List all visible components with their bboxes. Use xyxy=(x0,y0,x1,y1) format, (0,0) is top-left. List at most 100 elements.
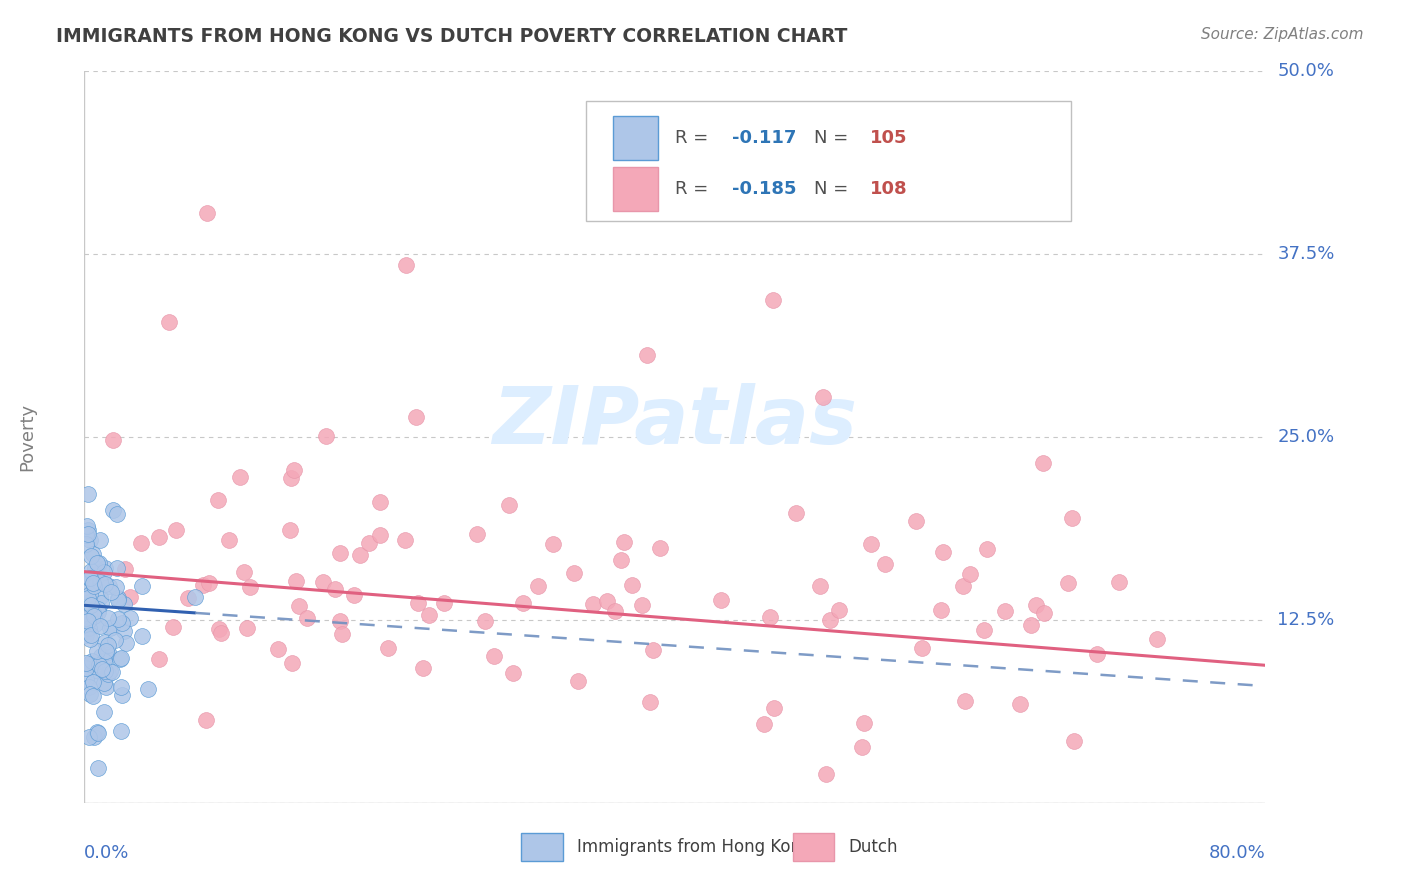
Point xyxy=(502,666,524,681)
Point xyxy=(621,577,644,591)
Point xyxy=(75,537,97,551)
Text: -0.185: -0.185 xyxy=(731,180,796,198)
Text: 12.5%: 12.5% xyxy=(1277,611,1334,629)
Point xyxy=(197,575,219,590)
Point xyxy=(762,701,785,715)
Point xyxy=(89,619,111,633)
Point xyxy=(93,705,115,719)
Text: Source: ZipAtlas.com: Source: ZipAtlas.com xyxy=(1201,27,1364,42)
Point xyxy=(1146,632,1168,646)
Point xyxy=(280,471,302,485)
Point xyxy=(110,680,132,694)
Point xyxy=(875,558,897,572)
Point xyxy=(79,687,101,701)
Point xyxy=(813,390,835,404)
Point xyxy=(107,591,129,605)
Point xyxy=(79,571,101,585)
Point xyxy=(284,574,307,588)
Point xyxy=(512,597,534,611)
Point xyxy=(229,470,252,484)
Point xyxy=(79,571,101,585)
Point xyxy=(157,314,180,328)
FancyBboxPatch shape xyxy=(793,833,834,861)
Point xyxy=(100,584,122,599)
Point xyxy=(79,597,101,611)
Point xyxy=(76,519,98,533)
Point xyxy=(79,632,101,646)
Point xyxy=(93,561,115,575)
Point xyxy=(759,609,782,624)
Point xyxy=(859,537,882,551)
Point xyxy=(1032,456,1054,470)
Point xyxy=(785,506,807,520)
Point xyxy=(239,580,262,594)
Point xyxy=(394,533,416,547)
Point xyxy=(562,566,585,580)
Point xyxy=(288,599,311,614)
Point xyxy=(77,731,100,745)
Point xyxy=(312,574,335,589)
Point xyxy=(853,716,876,731)
Point xyxy=(118,610,141,624)
Point xyxy=(80,549,103,564)
Text: -0.117: -0.117 xyxy=(731,129,796,147)
Point xyxy=(84,669,107,683)
Point xyxy=(808,579,831,593)
Point xyxy=(82,547,104,561)
Point xyxy=(582,597,605,611)
Point xyxy=(87,658,110,673)
Point xyxy=(1057,576,1080,591)
Text: 25.0%: 25.0% xyxy=(1277,428,1334,446)
Point xyxy=(94,680,117,694)
Point xyxy=(79,587,101,601)
Point xyxy=(93,566,115,580)
Point xyxy=(605,604,627,618)
Point xyxy=(131,579,153,593)
Point xyxy=(267,642,290,657)
Point xyxy=(177,591,200,605)
Point xyxy=(104,580,127,594)
Point xyxy=(76,527,98,541)
Point xyxy=(465,526,488,541)
Point xyxy=(377,641,399,656)
Point xyxy=(82,674,104,689)
Point xyxy=(643,643,665,657)
Point xyxy=(77,486,100,500)
Point xyxy=(1032,606,1054,620)
Point xyxy=(474,614,496,628)
Point xyxy=(131,629,153,643)
Point xyxy=(107,593,129,607)
Text: ZIPatlas: ZIPatlas xyxy=(492,384,858,461)
Point xyxy=(110,651,132,665)
Point xyxy=(89,565,111,579)
Point xyxy=(80,628,103,642)
Point xyxy=(93,655,115,669)
Point xyxy=(79,598,101,612)
Point xyxy=(330,627,353,641)
Point xyxy=(98,621,121,635)
Point xyxy=(87,761,110,775)
Point xyxy=(349,548,371,562)
Point xyxy=(162,620,184,634)
Text: N =: N = xyxy=(814,129,855,147)
FancyBboxPatch shape xyxy=(522,833,562,861)
Text: 37.5%: 37.5% xyxy=(1277,245,1334,263)
Point xyxy=(75,577,97,591)
Point xyxy=(83,609,105,624)
Point xyxy=(1062,510,1084,524)
Point xyxy=(112,624,135,638)
Point xyxy=(87,556,110,570)
Point xyxy=(93,676,115,690)
Point xyxy=(75,661,97,675)
Point xyxy=(131,536,153,550)
Point xyxy=(86,605,108,619)
Point xyxy=(97,666,120,681)
Point xyxy=(650,541,672,556)
Point xyxy=(94,576,117,591)
Point xyxy=(295,611,318,625)
Point xyxy=(136,681,159,696)
Point xyxy=(209,625,232,640)
Point xyxy=(315,429,337,443)
Point xyxy=(76,615,98,629)
Point xyxy=(90,596,112,610)
